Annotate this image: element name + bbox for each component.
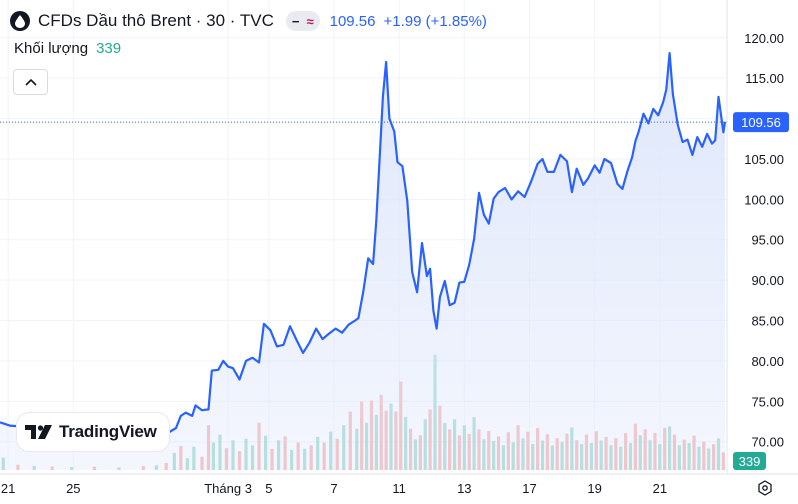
price-change: +1.99 (+1.85%) xyxy=(383,12,487,30)
volume-tag xyxy=(733,452,766,470)
price-area xyxy=(0,53,725,470)
last-price-tag-label: 109.56 xyxy=(741,115,781,130)
x-tick-label: 11 xyxy=(392,481,406,496)
chevron-up-icon xyxy=(25,79,36,86)
x-tick-label: 7 xyxy=(330,481,337,496)
x-tick-label: 13 xyxy=(457,481,471,496)
approx-icon: ≈ xyxy=(306,13,314,29)
y-tick-label: 100.00 xyxy=(744,192,784,207)
tradingview-watermark[interactable]: TradingView xyxy=(17,413,169,451)
chart-header: CFDs Dầu thô Brent · 30 · TVC − ≈ 109.56… xyxy=(10,9,487,33)
x-tick-label: 21 xyxy=(653,481,667,496)
x-tick-label: 25 xyxy=(66,481,80,496)
y-tick-label: 95.00 xyxy=(751,233,784,248)
volume-tag-label: 339 xyxy=(739,454,761,469)
price-axis[interactable]: 70.00 75.00 80.00 85.00 90.00 95.00 100.00 105.… xyxy=(726,0,784,474)
market-status-icon: − xyxy=(291,13,300,29)
x-tick-label: 21 xyxy=(1,481,15,496)
y-tick-label: 90.00 xyxy=(751,273,784,288)
oil-drop-icon xyxy=(10,11,30,31)
y-tick-label: 105.00 xyxy=(744,152,784,167)
volume-legend: Khối lượng 339 xyxy=(14,40,121,57)
last-price-tag xyxy=(733,112,789,133)
tradingview-logo-icon xyxy=(25,424,53,440)
status-pill[interactable]: − ≈ xyxy=(285,11,320,31)
price-line xyxy=(0,52,727,439)
x-tick-label: 17 xyxy=(522,481,536,496)
brand-name: TradingView xyxy=(59,422,157,441)
symbol-title[interactable]: CFDs Dầu thô Brent · 30 · TVC xyxy=(38,11,274,30)
last-price: 109.56 xyxy=(329,12,376,30)
volume-value: 339 xyxy=(96,40,122,57)
settings-button[interactable] xyxy=(755,478,775,498)
collapse-legend-button[interactable] xyxy=(13,69,48,95)
y-tick-label: 120.00 xyxy=(744,31,784,46)
time-axis[interactable]: 21 25 Tháng 3 5 7 11 13 17 19 21 xyxy=(0,473,798,496)
x-tick-label: 5 xyxy=(265,481,272,496)
volume-label: Khối lượng xyxy=(14,40,89,57)
x-tick-label: Tháng 3 xyxy=(204,481,252,496)
y-tick-label: 115.00 xyxy=(745,71,784,86)
y-tick-label: 70.00 xyxy=(751,435,784,450)
y-tick-label: 80.00 xyxy=(751,354,784,369)
x-tick-label: 19 xyxy=(587,481,601,496)
gear-icon xyxy=(758,480,772,496)
y-tick-label: 75.00 xyxy=(751,394,784,409)
y-tick-label: 85.00 xyxy=(751,314,784,329)
